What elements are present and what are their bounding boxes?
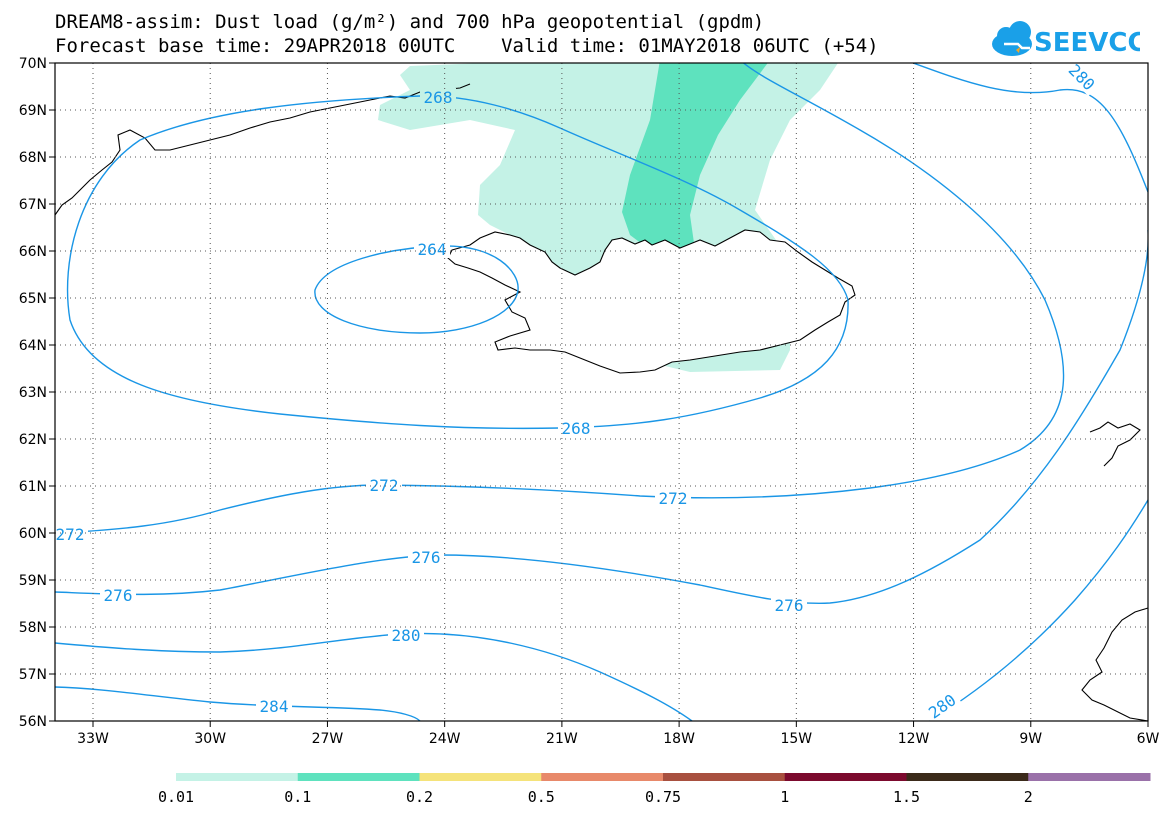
contour-264 bbox=[314, 245, 519, 334]
graticule bbox=[55, 63, 1148, 721]
colorbar-swatch bbox=[784, 773, 907, 781]
lat-tick-label: 65N bbox=[19, 291, 47, 307]
lon-tick-label: 9W bbox=[1019, 731, 1042, 747]
lon-tick-label: 18W bbox=[663, 731, 695, 747]
lon-tick-label: 15W bbox=[780, 731, 812, 747]
colorbar-swatch bbox=[906, 773, 1029, 781]
colorbar-swatch bbox=[663, 773, 786, 781]
lat-tick-label: 67N bbox=[19, 197, 47, 213]
colorbar-tick-label: 0.75 bbox=[645, 788, 681, 806]
lon-tick-label: 21W bbox=[546, 731, 578, 747]
colorbar-swatch bbox=[1028, 773, 1151, 781]
colorbar-swatch bbox=[541, 773, 664, 781]
lon-tick-label: 24W bbox=[429, 731, 461, 747]
contour-label: 276 bbox=[104, 586, 133, 605]
colorbar-tick-label: 0.01 bbox=[158, 788, 194, 806]
contour-label: 272 bbox=[659, 489, 688, 508]
colorbar-tick-label: 0.1 bbox=[284, 788, 311, 806]
iceland-coastline bbox=[447, 229, 856, 374]
lat-tick-label: 66N bbox=[19, 244, 47, 260]
colorbar-swatch bbox=[176, 773, 299, 781]
seevccc-logo: SEEVCCC bbox=[992, 21, 1140, 58]
lat-tick-label: 64N bbox=[19, 338, 47, 354]
lat-tick-label: 57N bbox=[19, 667, 47, 683]
colorbar-tick-label: 2 bbox=[1024, 788, 1033, 806]
lat-tick-label: 61N bbox=[19, 479, 47, 495]
lat-tick-label: 68N bbox=[19, 150, 47, 166]
contour-label: 276 bbox=[412, 548, 441, 567]
lat-tick-label: 63N bbox=[19, 385, 47, 401]
contour-label: 268 bbox=[562, 419, 591, 438]
latitude-axis: 70N 69N 68N 67N 66N 65N 64N 63N 62N 61N 60N 59N 58N 5… bbox=[19, 56, 55, 730]
colorbar-tick-label: 0.5 bbox=[528, 788, 555, 806]
map-subtitle: Forecast base time: 29APR2018 00UTC Vali… bbox=[55, 35, 879, 57]
lat-tick-label: 58N bbox=[19, 620, 47, 636]
contour-label: 272 bbox=[370, 476, 399, 495]
contour-280-south bbox=[55, 632, 693, 721]
faroe-coastline bbox=[1089, 421, 1141, 467]
lon-tick-label: 27W bbox=[312, 731, 344, 747]
lon-tick-label: 6W bbox=[1137, 731, 1160, 747]
contour-label: 280 bbox=[392, 626, 421, 645]
lat-tick-label: 69N bbox=[19, 103, 47, 119]
colorbar bbox=[176, 773, 1151, 781]
contour-label: 284 bbox=[260, 697, 289, 716]
contour-272 bbox=[55, 63, 1065, 534]
longitude-axis: 33W 30W 27W 24W 21W 18W 15W 12W 9W 6W bbox=[77, 721, 1160, 747]
lat-tick-label: 59N bbox=[19, 573, 47, 589]
scotland-coastline bbox=[1081, 607, 1149, 722]
contour-280-north bbox=[911, 63, 1148, 193]
lon-tick-label: 33W bbox=[77, 731, 109, 747]
contour-label: 276 bbox=[775, 596, 804, 615]
colorbar-tick-label: 1.5 bbox=[893, 788, 920, 806]
contour-label: 272 bbox=[56, 525, 85, 544]
contour-labels: 268 264 280 268 272 272 272 276 276 276 … bbox=[52, 57, 1102, 724]
contour-276 bbox=[55, 230, 1148, 604]
colorbar-tick-label: 1 bbox=[780, 788, 789, 806]
colorbar-labels: 0.01 0.1 0.2 0.5 0.75 1 1.5 2 bbox=[158, 788, 1033, 806]
colorbar-tick-label: 0.2 bbox=[406, 788, 433, 806]
contour-280-east bbox=[929, 499, 1148, 721]
lon-tick-label: 12W bbox=[898, 731, 930, 747]
contour-label: 264 bbox=[418, 240, 447, 259]
contour-label: 268 bbox=[424, 88, 453, 107]
lat-tick-label: 60N bbox=[19, 526, 47, 542]
contour-284 bbox=[55, 686, 421, 721]
lon-tick-label: 30W bbox=[194, 731, 226, 747]
geopotential-contours bbox=[55, 63, 1148, 721]
logo-text: SEEVCCC bbox=[1034, 28, 1140, 58]
contour-268 bbox=[66, 95, 849, 430]
lat-tick-label: 56N bbox=[19, 714, 47, 730]
colorbar-swatch bbox=[419, 773, 542, 781]
cloud-icon bbox=[992, 21, 1032, 56]
lat-tick-label: 62N bbox=[19, 432, 47, 448]
colorbar-swatch bbox=[297, 773, 420, 781]
map-title: DREAM8-assim: Dust load (g/m²) and 700 h… bbox=[55, 11, 765, 33]
lat-tick-label: 70N bbox=[19, 56, 47, 72]
